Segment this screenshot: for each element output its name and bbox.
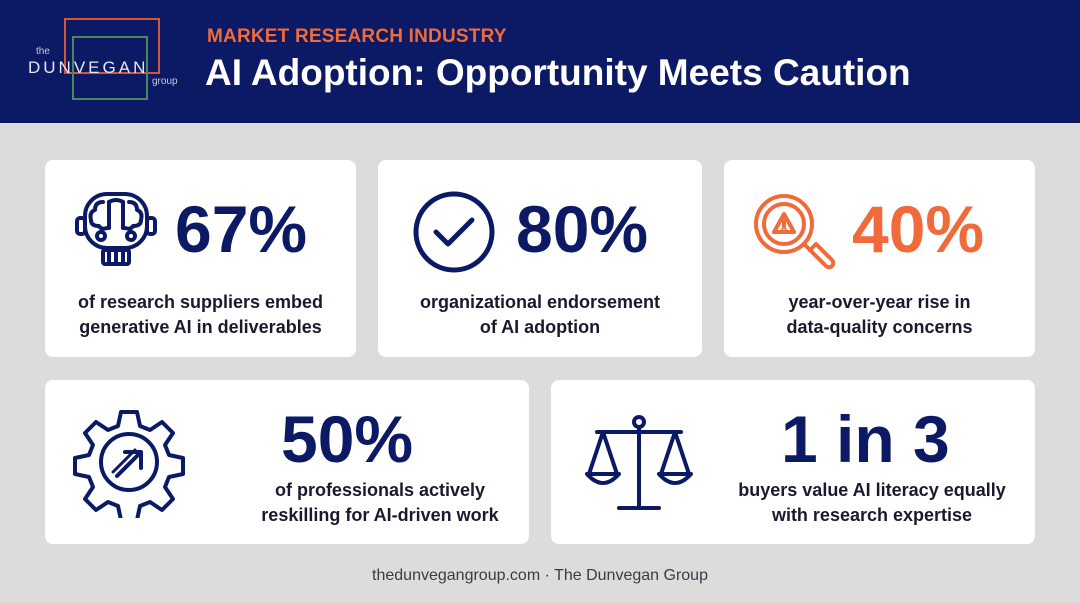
stat-description-line1: of research suppliers embed bbox=[77, 292, 324, 312]
stat-description: buyers value AI literacy equally with re… bbox=[719, 478, 1025, 528]
gear-arrow-icon bbox=[73, 410, 185, 518]
stat-value: 67% bbox=[175, 192, 308, 266]
balance-scale-icon bbox=[585, 415, 693, 510]
logo-square-orange bbox=[64, 18, 160, 74]
stat-description: organizational endorsement of AI adoptio… bbox=[378, 290, 702, 340]
stat-description: of research suppliers embed generative A… bbox=[45, 290, 356, 340]
header-banner: the DUNVEGAN group MARKET RESEARCH INDUS… bbox=[0, 0, 1080, 123]
stat-description-line1: of professionals actively bbox=[274, 480, 486, 500]
stat-card-ai-literacy: 1 in 3 buyers value AI literacy equally … bbox=[551, 380, 1035, 544]
stat-description: of professionals actively reskilling for… bbox=[235, 478, 525, 528]
stat-card-data-quality: 40% year-over-year rise in data-quality … bbox=[724, 160, 1035, 357]
header-kicker: MARKET RESEARCH INDUSTRY bbox=[207, 26, 507, 47]
stat-description-line1: buyers value AI literacy equally bbox=[738, 480, 1006, 500]
stat-value: 1 in 3 bbox=[781, 402, 950, 476]
stat-description-line2: of AI adoption bbox=[479, 317, 601, 337]
stat-card-reskilling: 50% of professionals actively reskilling… bbox=[45, 380, 529, 544]
stat-card-suppliers: 67% of research suppliers embed generati… bbox=[45, 160, 356, 357]
stat-value: 50% bbox=[281, 402, 414, 476]
stat-description-line2: data-quality concerns bbox=[786, 317, 973, 337]
logo-group: group bbox=[152, 76, 178, 87]
stat-description-line2: with research expertise bbox=[771, 505, 973, 525]
footer-credit: thedunvegangroup.com · The Dunvegan Grou… bbox=[372, 567, 708, 584]
logo-square-green bbox=[72, 36, 148, 100]
magnifier-warning-icon bbox=[754, 194, 836, 270]
logo-the: the bbox=[36, 46, 50, 57]
stat-card-endorsement: 80% organizational endorsement of AI ado… bbox=[378, 160, 702, 357]
stat-description-line2: reskilling for AI-driven work bbox=[261, 505, 499, 525]
logo-name: DUNVEGAN bbox=[28, 58, 149, 77]
stat-description-line1: organizational endorsement bbox=[419, 292, 661, 312]
stat-value: 40% bbox=[852, 192, 985, 266]
dunvegan-logo: the DUNVEGAN group bbox=[28, 18, 188, 104]
stat-description: year-over-year rise in data-quality conc… bbox=[724, 290, 1035, 340]
stat-description-line1: year-over-year rise in bbox=[788, 292, 971, 312]
checkmark-circle-icon bbox=[413, 191, 495, 273]
stat-value: 80% bbox=[516, 192, 649, 266]
page-title: AI Adoption: Opportunity Meets Caution bbox=[205, 52, 911, 93]
robot-brain-icon bbox=[75, 192, 157, 266]
stat-description-line2: generative AI in deliverables bbox=[79, 317, 322, 337]
